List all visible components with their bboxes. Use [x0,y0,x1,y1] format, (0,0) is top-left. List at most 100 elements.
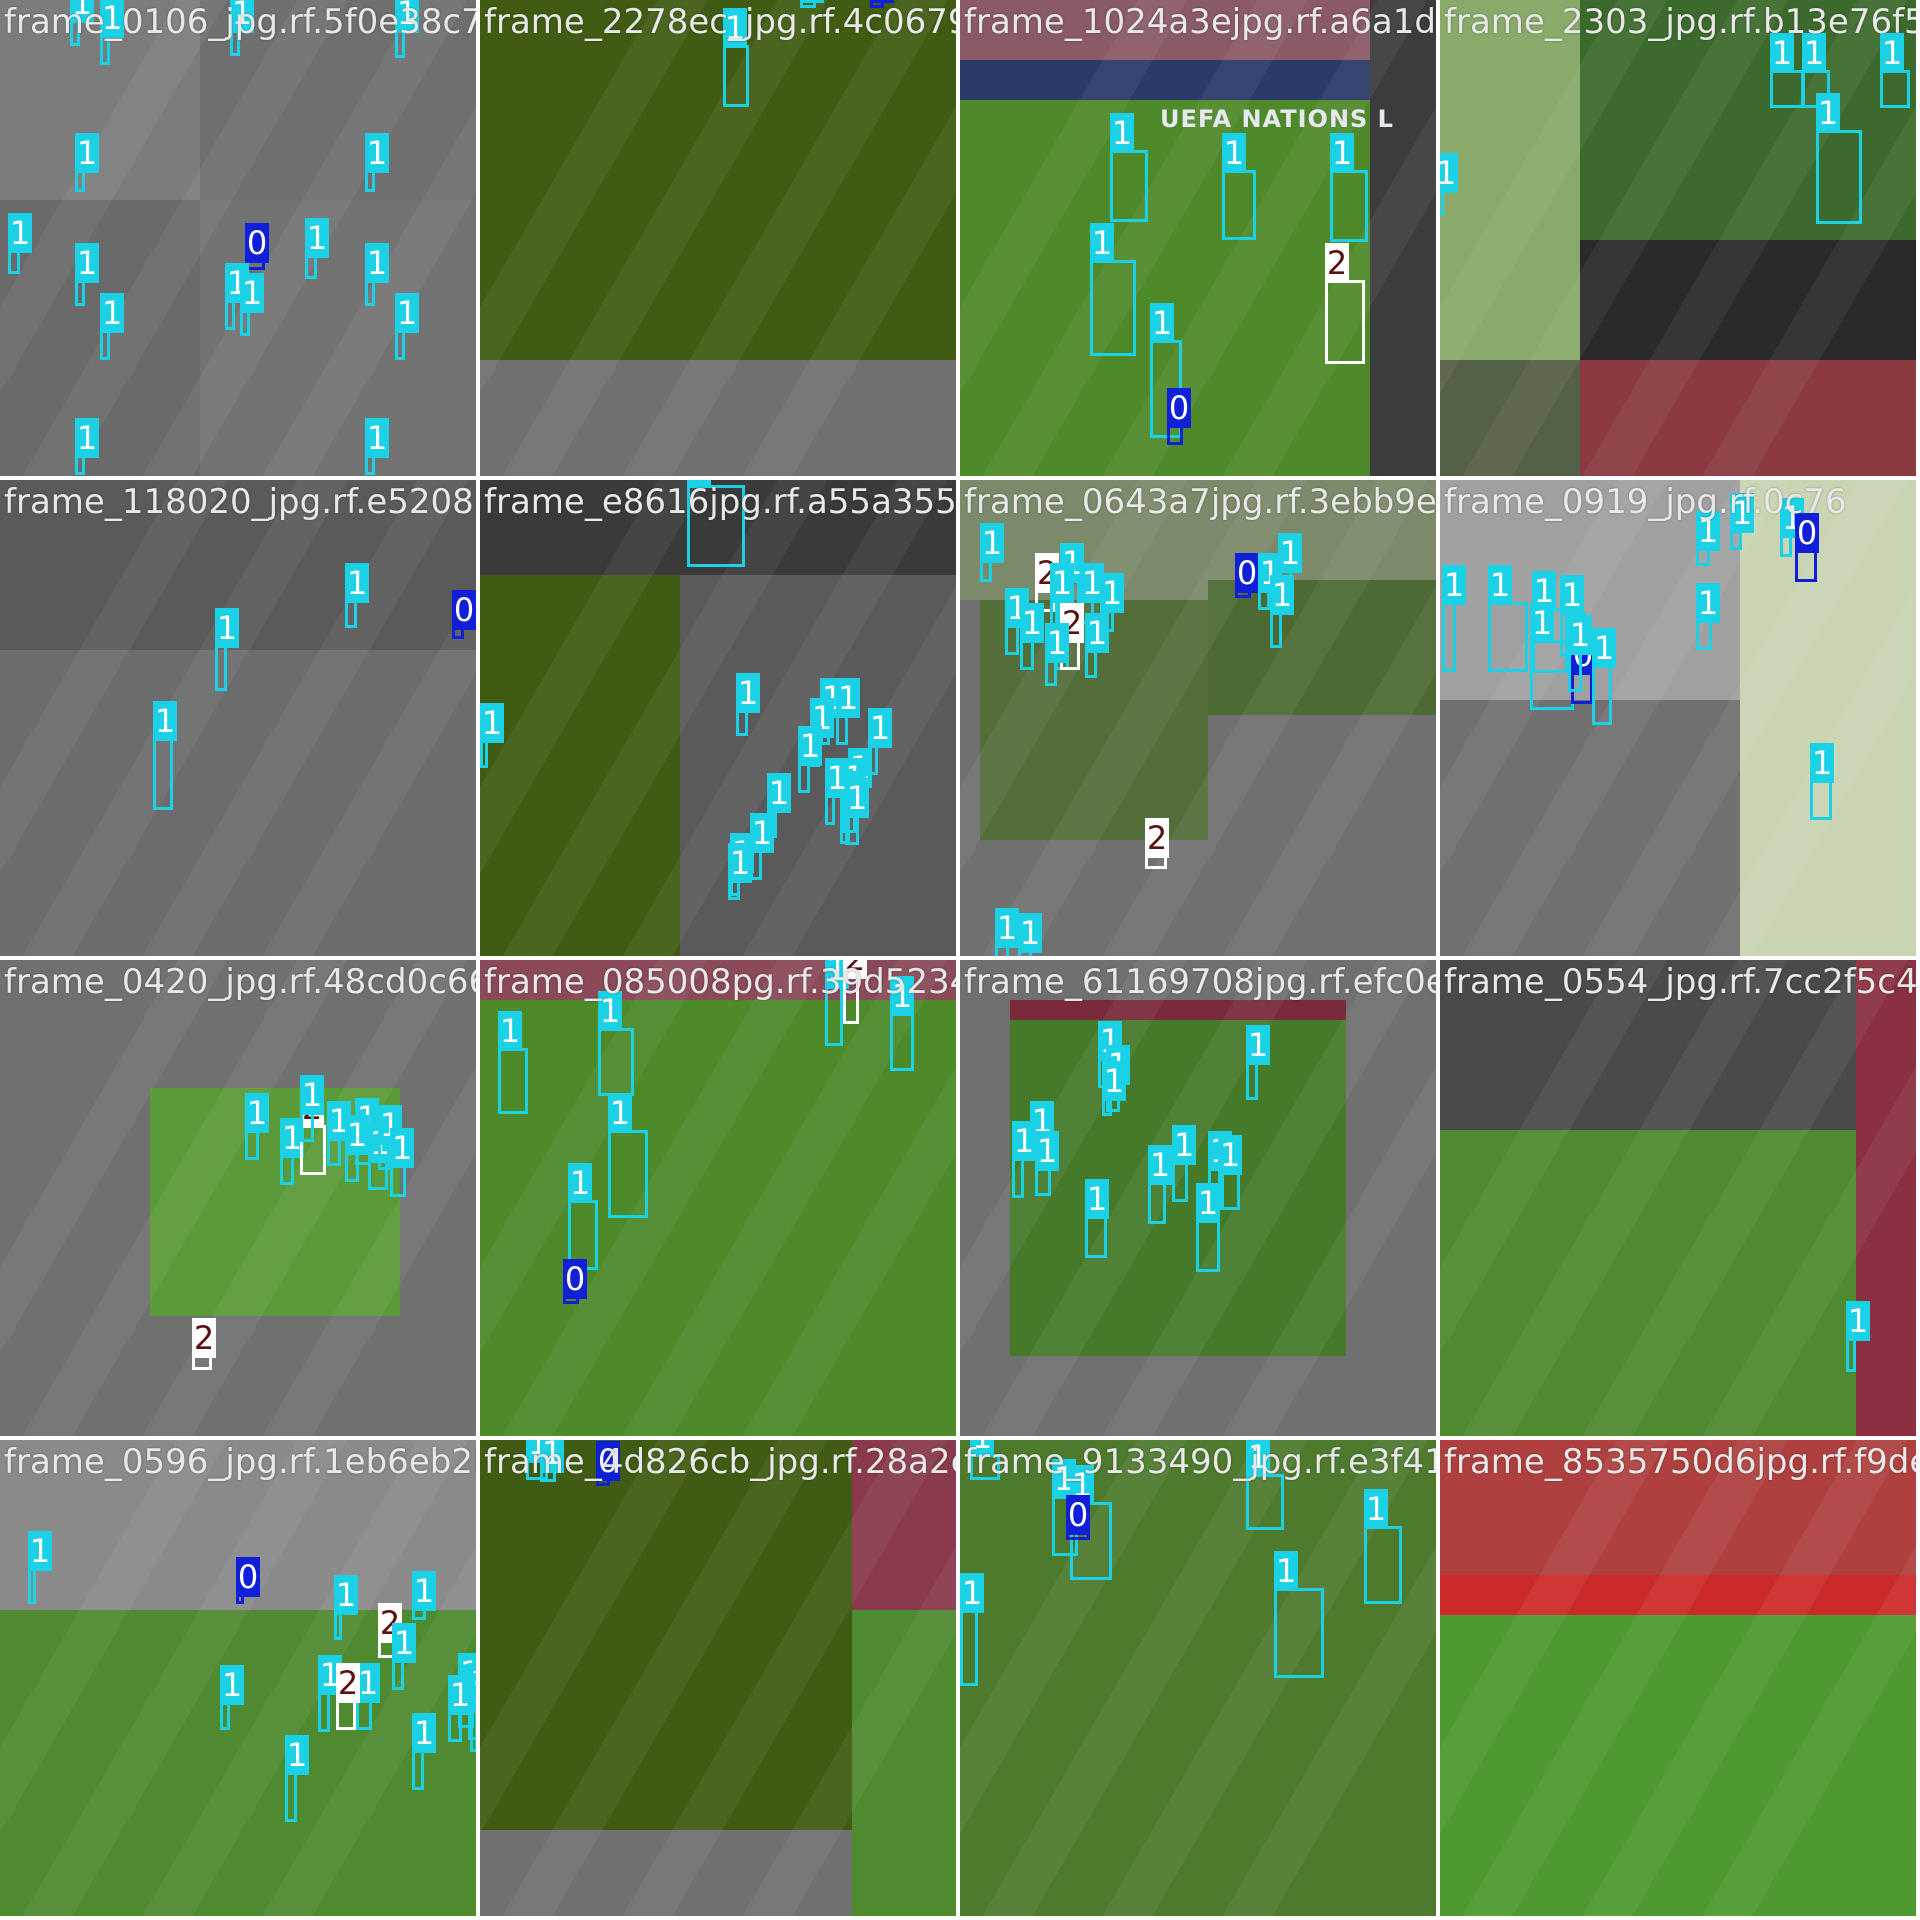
detection-box-class-1: 1 [1274,1551,1324,1678]
class-label: 1 [395,293,419,333]
class-label: 1 [1020,603,1044,643]
image-region [480,575,680,956]
class-label: 1 [1530,603,1554,643]
class-label: 0 [236,1557,260,1597]
detection-box-class-1: 1 [1012,1121,1036,1198]
detection-box-class-1: 1 [1258,553,1282,610]
class-label: 1 [1085,613,1109,653]
detection-box-class-1: 1 [345,563,369,628]
detection-box-class-1: 1 [1218,1135,1242,1210]
class-label: 1 [1274,1551,1298,1591]
class-label: 1 [1045,623,1069,663]
image-region [480,480,956,575]
class-label: 1 [687,480,711,488]
class-label: 0 [870,0,894,3]
detection-box-class-1: 1 [240,273,264,336]
detection-box-class-1: 1 [1045,623,1069,686]
detection-box-class-1: 1 [75,418,99,475]
stadium-banner-text: UEFA NATIONS L [1160,105,1394,133]
detection-box-class-1: 1 [75,133,99,192]
detection-box-class-1: 1 [245,1093,269,1160]
class-label: 1 [598,991,622,1031]
class-label: 1 [1012,1121,1036,1161]
class-label: 1 [728,843,752,883]
image-region [1740,480,1916,956]
class-label: 0 [1066,1495,1090,1535]
class-label: 1 [365,243,389,283]
tile-filename: frame_085008pg.rf.39d52341fe [484,962,956,1002]
detection-box-class-1: 1 [798,726,822,793]
detection-box-class-1: 1 [1148,1145,1172,1224]
detection-box-class-2: 2 [192,1318,216,1370]
class-label: 1 [845,778,869,818]
detection-box-class-1: 1 [334,1575,358,1640]
tile-filename: frame_e8616jpg.rf.a55a3550 [484,482,956,522]
detection-box-class-1: 1 [1846,1301,1870,1372]
detection-box-class-1: 1 [220,1665,244,1730]
image-region [480,0,956,360]
mosaic-tile: frame_0554_jpg.rf.7cc2f5c4 1 [1440,960,1916,1436]
class-label: 1 [75,133,99,173]
class-label: 1 [480,703,504,743]
detection-box-class-1: 1 [1070,1465,1112,1580]
class-label: 1 [540,1440,564,1473]
tile-filename: frame_0106_jpg.rf.5f0e38c74 [4,2,476,42]
mosaic-tile: frame_0919_jpg.rf.0c76 1 1 1 0 1 1 1 1 1 0 1 1 1 1 [1440,480,1916,956]
detection-box-class-1: 1 [356,1663,380,1730]
class-label: 1 [1270,575,1294,615]
class-label: 1 [334,1575,358,1615]
class-label: 1 [1278,533,1302,573]
class-label: 1 [1696,511,1720,551]
tile-filename: frame_0420_jpg.rf.48cd0c66 [4,962,476,1002]
detection-box-class-1: 1 [995,908,1019,956]
class-label: 1 [1560,575,1584,615]
class-label: 0 [1167,388,1191,428]
detection-box-class-2: 2 [336,1663,360,1730]
class-label: 1 [412,1713,436,1753]
class-label: 1 [100,0,124,38]
class-label: 1 [1050,563,1074,603]
class-label: 1 [1330,133,1354,173]
class-label: 1 [800,0,824,3]
mosaic-tile: frame_085008pg.rf.39d52341fe11121110 [480,960,956,1436]
image-region [480,960,956,1000]
image-region [1580,240,1916,360]
image-region [852,1610,956,1916]
detection-box-class-1: 1 [280,1118,304,1185]
class-label: 1 [498,1011,522,1051]
detection-box-class-1: 1 [1730,493,1754,550]
detection-box-class-1: 1 [970,1440,1000,1480]
detection-box-class-1: 1 [1085,613,1109,678]
class-label: 1 [392,1623,416,1663]
class-label: 1 [1085,1179,1109,1219]
class-label: 1 [1846,1301,1870,1341]
image-region [1440,1130,1856,1436]
detection-box-class-1: 1 [1222,133,1256,240]
class-label: 1 [1442,565,1466,605]
tile-filename: frame_4d826cb_jpg.rf.28a2e [484,1442,956,1482]
detection-box-class-1: 1 [540,1440,564,1482]
class-label: 1 [240,273,264,313]
detection-box-class-2: 2 [1325,243,1365,364]
class-label: 1 [1172,1125,1196,1165]
class-label: 1 [100,293,124,333]
class-label: 1 [395,0,419,33]
class-label: 0 [245,223,269,263]
class-label: 1 [365,133,389,173]
image-region [1580,360,1916,476]
detection-box-class-0: 0 [1066,1495,1090,1540]
mosaic-tile: frame_0643a7jpg.rf.3ebb9e4e6fa1e11121111… [960,480,1436,956]
class-label: 0 [596,1441,620,1481]
mosaic-tile: frame_118020_jpg.rf.e5208 1 1 0 1 [0,480,476,956]
class-label: 1 [1810,743,1834,783]
image-region [960,60,1436,100]
detection-box-class-1: 1 [1364,1489,1402,1604]
class-label: 2 [843,960,867,979]
mosaic-tile: frame_4d826cb_jpg.rf.28a2e 1 1 0 [480,1440,956,1916]
detection-box-class-1: 1 [327,1101,351,1166]
tile-filename: frame_8535750d6jpg.rf.f9de45 [1444,1442,1916,1482]
detection-box-class-1: 1 [568,1163,598,1270]
detection-box-class-1: 1 [1802,33,1830,108]
detection-box-class-1: 1 [1440,153,1458,216]
detection-box-class-0: 0 [1795,513,1819,582]
